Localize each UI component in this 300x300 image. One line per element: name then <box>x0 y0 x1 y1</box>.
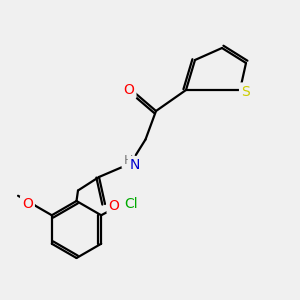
Text: O: O <box>109 199 119 212</box>
Text: H: H <box>123 154 133 167</box>
Text: O: O <box>124 83 134 97</box>
Text: N: N <box>130 158 140 172</box>
Text: O: O <box>22 197 33 211</box>
Text: S: S <box>241 85 250 98</box>
Text: Cl: Cl <box>124 197 137 211</box>
